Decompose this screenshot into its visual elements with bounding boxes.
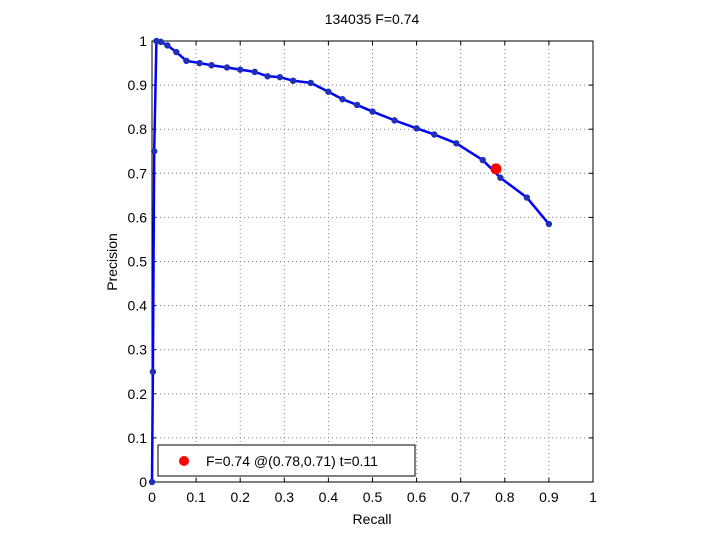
y-tick-label: 1 — [139, 33, 147, 49]
y-tick-label: 0.2 — [128, 386, 148, 402]
pr-curve-point — [237, 66, 244, 73]
pr-curve-point — [369, 108, 376, 115]
pr-curve-point — [223, 64, 231, 71]
x-tick-label: 1 — [589, 489, 597, 505]
pr-curve-point — [289, 77, 297, 84]
y-tick-label: 0.4 — [128, 298, 148, 314]
y-axis-ticks: 0 0.1 0.2 0.3 0.4 0.5 0.6 0.7 0.8 0.9 1 — [128, 33, 593, 490]
y-tick-label: 0.3 — [128, 342, 148, 358]
y-tick-label: 0.1 — [128, 430, 148, 446]
x-tick-label: 0.9 — [539, 489, 559, 505]
pr-curve-point — [276, 73, 284, 81]
pr-curve-point — [353, 101, 361, 109]
x-tick-label: 0.5 — [363, 489, 383, 505]
pr-curve-point — [264, 73, 271, 80]
grid-lines — [152, 41, 593, 482]
x-tick-label: 0.1 — [186, 489, 206, 505]
pr-curve-point — [325, 88, 332, 95]
pr-curve-point — [148, 478, 156, 486]
legend-marker — [179, 456, 189, 466]
y-tick-label: 0 — [139, 474, 147, 490]
x-tick-label: 0 — [148, 489, 156, 505]
pr-curve-point — [339, 96, 346, 103]
pr-curve-point — [149, 368, 157, 375]
pr-curve-point — [431, 131, 438, 138]
y-tick-label: 0.8 — [128, 121, 148, 137]
x-tick-label: 0.4 — [319, 489, 339, 505]
x-tick-label: 0.6 — [407, 489, 427, 505]
pr-curve-point — [164, 42, 171, 49]
pr-curve-point — [307, 79, 314, 87]
x-axis-ticks: 0 0.1 0.2 0.3 0.4 0.5 0.6 0.7 0.8 0.9 1 — [148, 41, 597, 505]
pr-curve-point — [545, 220, 553, 228]
pr-curve-point — [479, 156, 486, 164]
best-f-point — [490, 163, 502, 175]
pr-curve-point — [251, 68, 258, 76]
pr-curve-point — [523, 194, 531, 201]
pr-curve-point — [453, 140, 460, 147]
y-tick-label: 0.9 — [128, 77, 148, 93]
y-tick-label: 0.6 — [128, 209, 148, 225]
legend-label: F=0.74 @(0.78,0.71) t=0.11 — [206, 453, 378, 469]
pr-curve-point — [413, 125, 420, 132]
pr-curve-point — [196, 59, 203, 67]
x-tick-label: 0.7 — [451, 489, 471, 505]
pr-curve-point — [151, 148, 158, 155]
chart-title: 134035 F=0.74 — [325, 11, 420, 27]
x-tick-label: 0.3 — [275, 489, 295, 505]
pr-curve-point — [497, 174, 504, 181]
y-axis-label: Precision — [104, 233, 120, 291]
pr-curve-point — [391, 117, 398, 124]
legend: F=0.74 @(0.78,0.71) t=0.11 — [157, 444, 416, 477]
x-axis-label: Recall — [353, 511, 392, 527]
y-tick-label: 0.5 — [128, 254, 148, 270]
legend-box — [157, 444, 416, 477]
pr-curve-point — [157, 38, 165, 46]
series-group — [148, 37, 553, 486]
pr-curve-point — [183, 57, 190, 65]
x-tick-label: 0.8 — [495, 489, 515, 505]
y-tick-label: 0.7 — [128, 165, 148, 181]
pr-curve-point — [173, 48, 180, 56]
x-tick-label: 0.2 — [230, 489, 250, 505]
pr-curve-point — [208, 62, 215, 69]
